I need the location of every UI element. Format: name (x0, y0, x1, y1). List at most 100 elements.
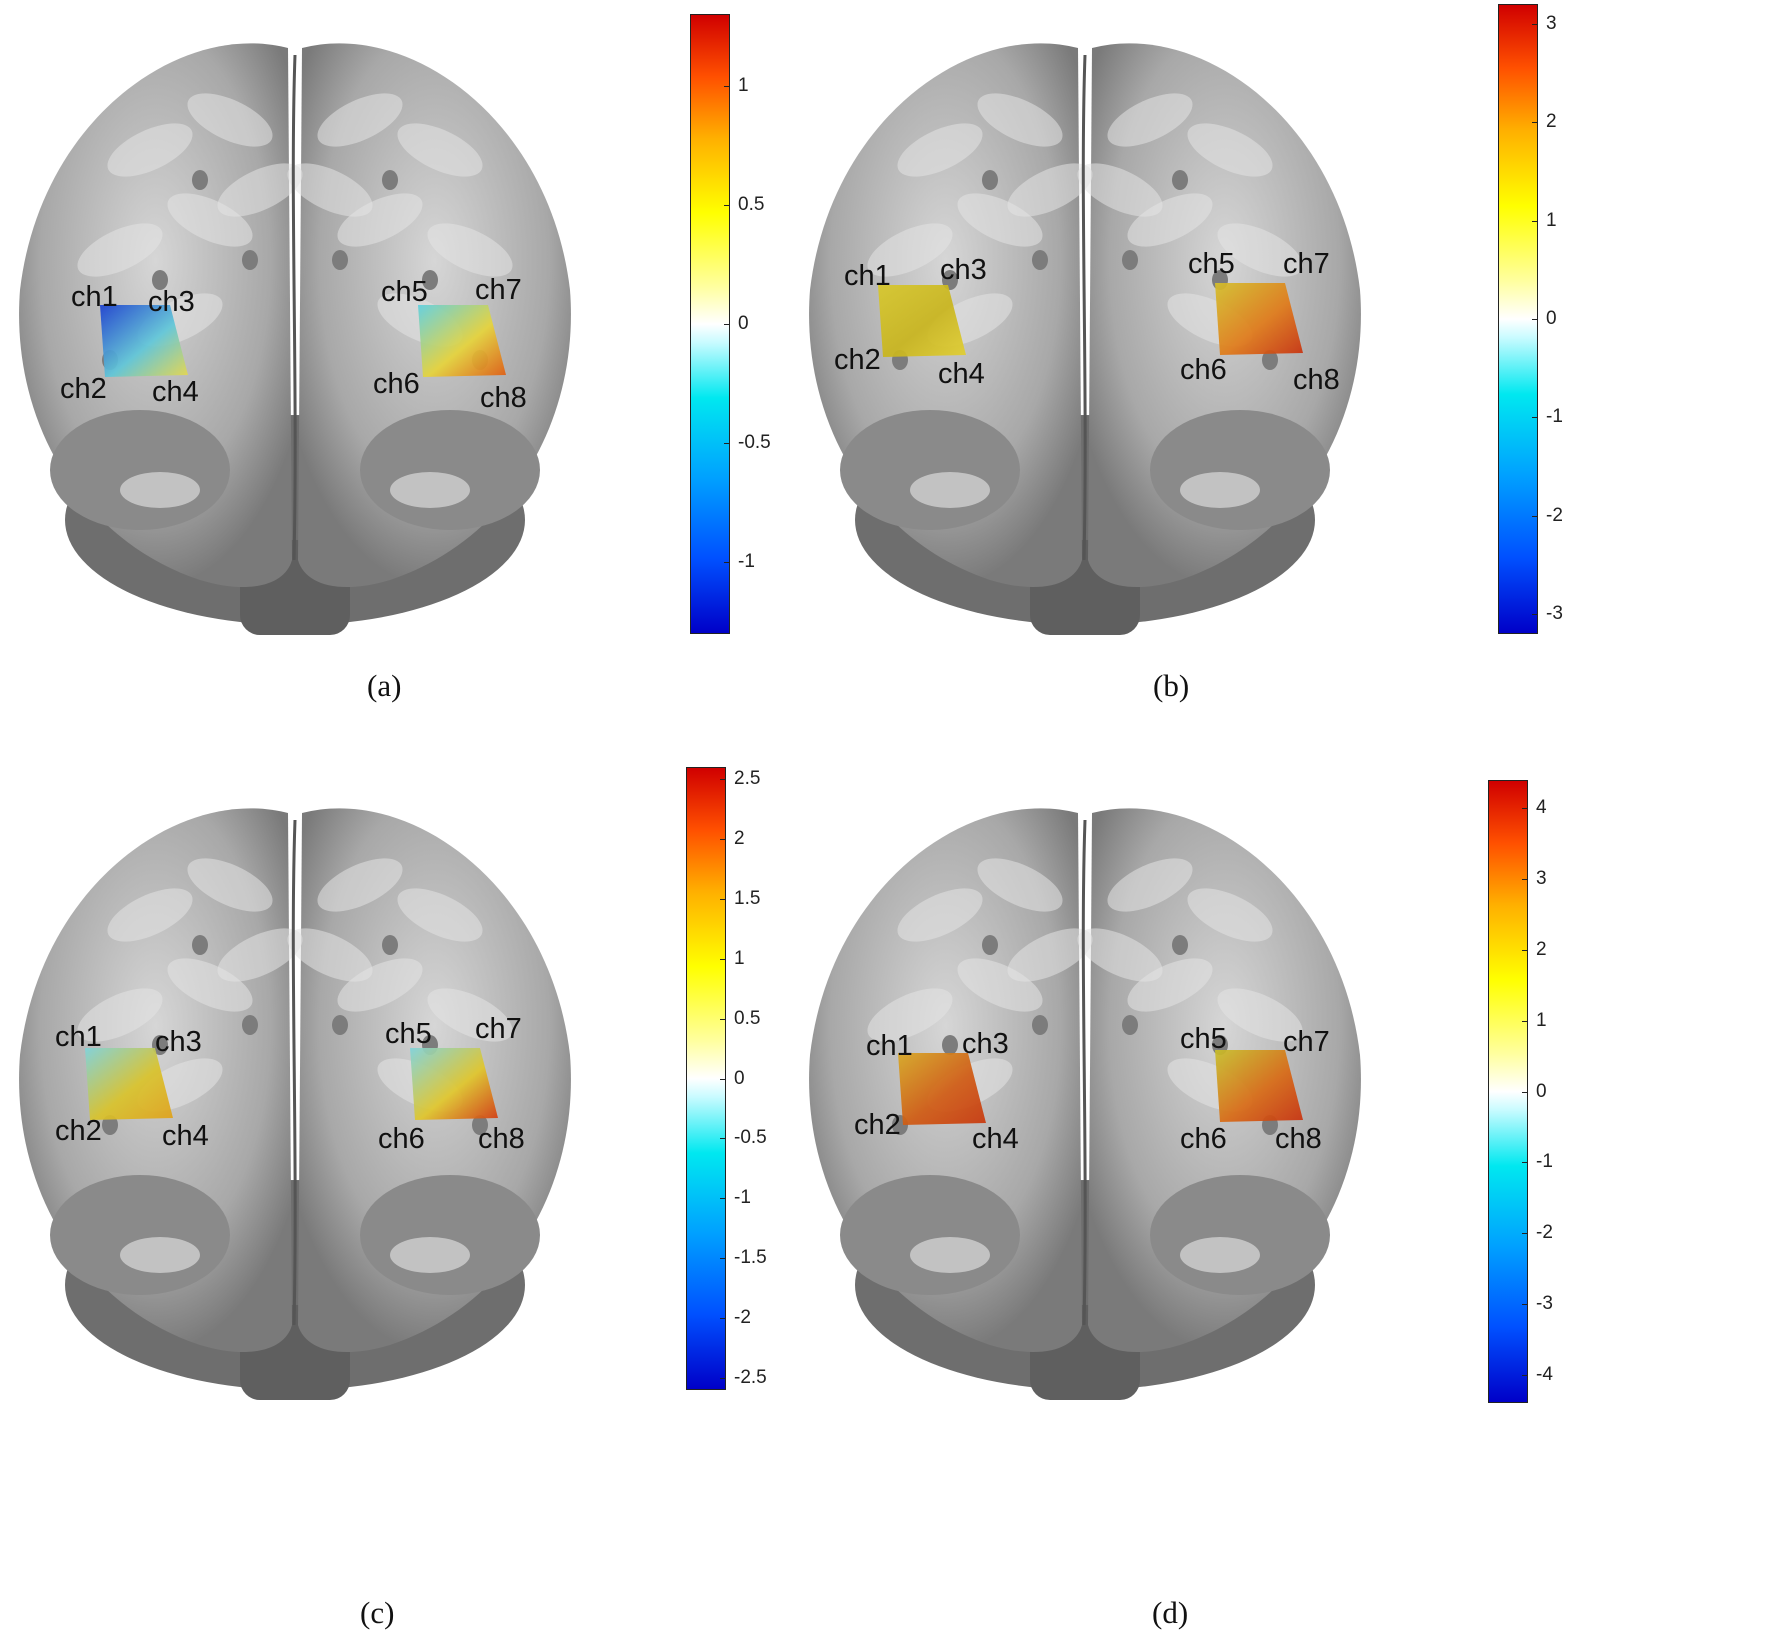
channel-label-ch5: ch5 (381, 276, 428, 308)
colorbar-tick-mark (720, 898, 726, 900)
colorbar-tick-mark (724, 443, 730, 445)
brain-render (19, 808, 571, 1400)
channel-label-ch3: ch3 (148, 286, 195, 318)
colorbar-tick-label: 3 (1536, 868, 1547, 890)
channel-label-ch6: ch6 (373, 368, 420, 400)
caption-d: (d) (1152, 1595, 1189, 1630)
colorbar-tick-mark (1532, 23, 1538, 25)
channel-label-ch7: ch7 (475, 274, 522, 306)
panel-b: ch1 ch2 ch3 ch4 ch5 ch6 ch7 ch8 (b) 3 2 1 0… (790, 0, 1773, 720)
channel-label-ch1: ch1 (866, 1030, 913, 1062)
colorbar-tick-mark (1522, 1303, 1528, 1305)
channel-label-ch8: ch8 (478, 1123, 525, 1155)
brain-surface (809, 43, 1361, 635)
colorbar-tick-mark (1522, 1233, 1528, 1235)
colorbar-tick-label: -2 (1536, 1222, 1553, 1244)
activation-patch-right (418, 305, 506, 377)
panel-d: ch1 ch2 ch3 ch4 ch5 ch6 ch7 ch8 4 3 2 1 0 -1 -… (790, 765, 1773, 1485)
colorbar-tick-mark (1532, 614, 1538, 616)
channel-label-ch3: ch3 (155, 1026, 202, 1058)
colorbar-tick-mark (724, 562, 730, 564)
colorbar-tick-label: 1 (734, 947, 745, 969)
channel-label-ch4: ch4 (162, 1120, 209, 1152)
caption: (a) (367, 668, 402, 703)
colorbar-tick-mark (720, 1198, 726, 1200)
colorbar-tick-label: -1.5 (734, 1247, 767, 1269)
colorbar-tick-mark (720, 1258, 726, 1260)
channel-label-ch7: ch7 (475, 1013, 522, 1045)
colorbar-tick-label: -3 (1536, 1292, 1553, 1314)
colorbar (686, 767, 726, 1390)
colorbar-tick-label: 0 (1546, 308, 1557, 329)
channel-label-ch4: ch4 (152, 376, 199, 408)
colorbar-tick-mark (720, 1318, 726, 1320)
colorbar-tick-label: 1 (1546, 209, 1557, 231)
colorbar-tick-label: 2 (1546, 111, 1557, 133)
colorbar-tick-mark (1522, 808, 1528, 810)
channel-label-ch7: ch7 (1283, 248, 1330, 280)
colorbar-tick-mark (724, 204, 730, 206)
colorbar-tick-label: 2 (734, 827, 745, 849)
brain-render (19, 43, 571, 635)
colorbar-tick-mark (720, 1138, 726, 1140)
colorbar (1488, 780, 1528, 1403)
channel-label-ch2: ch2 (854, 1109, 901, 1141)
colorbar-tick-label: 0 (738, 313, 749, 334)
colorbar-tick-label: -2 (734, 1307, 751, 1329)
colorbar-tick-mark (720, 958, 726, 960)
activation-patch-left (100, 305, 188, 377)
channel-label-ch4: ch4 (938, 358, 985, 390)
channel-label-ch1: ch1 (844, 260, 891, 292)
colorbar-tick-label: 1 (738, 74, 749, 96)
channel-label-ch1: ch1 (55, 1021, 102, 1053)
colorbar-tick-mark (1522, 879, 1528, 881)
colorbar-tick-mark (1522, 1162, 1528, 1164)
colorbar-tick-label: 0 (734, 1067, 745, 1089)
colorbar-tick-mark (720, 1378, 726, 1380)
colorbar-tick-mark (1532, 417, 1538, 419)
colorbar-tick-mark (1532, 122, 1538, 124)
channel-label-ch6: ch6 (1180, 354, 1227, 386)
activation-patch-right (1215, 283, 1303, 355)
channel-label-ch4: ch4 (972, 1123, 1019, 1155)
channel-label-ch8: ch8 (1275, 1123, 1322, 1155)
channel-label-ch2: ch2 (834, 344, 881, 376)
channel-label-ch2: ch2 (60, 373, 107, 405)
caption-c: (c) (360, 1595, 395, 1630)
channel-label-ch8: ch8 (1293, 364, 1340, 396)
colorbar (1498, 4, 1538, 634)
activation-patch-left (878, 285, 966, 357)
channel-label-ch6: ch6 (1180, 1123, 1227, 1155)
channel-label-ch3: ch3 (962, 1028, 1009, 1060)
colorbar-tick-label: -1 (1546, 406, 1563, 428)
activation-patch-right (410, 1048, 498, 1120)
channel-label-ch5: ch5 (385, 1018, 432, 1050)
colorbar-tick-label: -0.5 (738, 432, 771, 454)
colorbar-tick-mark (720, 1078, 726, 1080)
colorbar-tick-mark (720, 838, 726, 840)
channel-label-ch3: ch3 (940, 254, 987, 286)
colorbar-tick-mark (1522, 949, 1528, 951)
activation-patch-right (1215, 1050, 1303, 1122)
colorbar-tick-label: 3 (1546, 12, 1557, 34)
colorbar-tick-label: 0.5 (734, 1007, 761, 1029)
channel-label-ch5: ch5 (1188, 248, 1235, 280)
colorbar-tick-mark (1522, 1374, 1528, 1376)
colorbar-tick-label: -1 (1536, 1151, 1553, 1173)
channel-label-ch8: ch8 (480, 382, 527, 414)
colorbar-tick-mark (720, 1018, 726, 1020)
channel-label-ch1: ch1 (71, 281, 118, 313)
brain-render (809, 808, 1361, 1400)
colorbar-tick-label: -2 (1546, 504, 1563, 526)
activation-patch-left (85, 1048, 173, 1120)
channel-label-ch6: ch6 (378, 1123, 425, 1155)
channel-label-ch7: ch7 (1283, 1026, 1330, 1058)
activation-patch-left (898, 1053, 986, 1125)
channel-label-ch5: ch5 (1180, 1023, 1227, 1055)
colorbar-tick-label: 1.5 (734, 887, 761, 909)
panel-a: ch1 ch2 ch3 ch4 ch5 ch6 ch7 ch8 (a) 1 0.5… (0, 0, 780, 720)
colorbar-tick-mark (1532, 515, 1538, 517)
caption: (b) (1153, 668, 1190, 703)
colorbar-tick-label: -1 (734, 1187, 751, 1209)
colorbar-tick-mark (1532, 319, 1538, 320)
